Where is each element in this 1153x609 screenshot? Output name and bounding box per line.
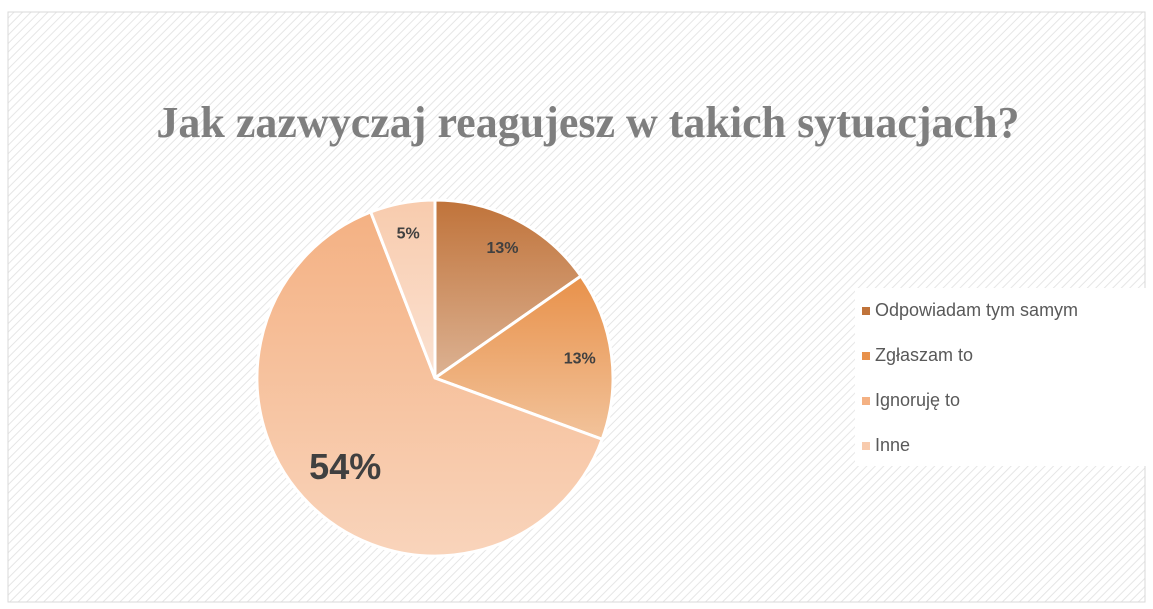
legend-swatch — [862, 307, 870, 315]
legend-label: Zgłaszam to — [875, 345, 973, 365]
data-label: 13% — [564, 350, 596, 367]
legend-swatch — [862, 397, 870, 405]
data-label: 13% — [486, 240, 518, 257]
legend-label: Inne — [875, 435, 910, 455]
legend-label: Odpowiadam tym samym — [875, 300, 1078, 320]
data-label: 5% — [397, 226, 420, 243]
chart-title: Jak zazwyczaj reagujesz w takich sytuacj… — [156, 98, 1019, 147]
data-label: 54% — [309, 446, 381, 487]
legend-box — [855, 288, 1153, 466]
pie-slice — [431, 273, 615, 442]
legend-label: Ignoruję to — [875, 390, 960, 410]
pie-slice — [433, 198, 584, 381]
legend-swatch — [862, 442, 870, 450]
legend-swatch — [862, 352, 870, 360]
pie-slice — [255, 210, 605, 558]
pie-slice — [368, 198, 437, 379]
